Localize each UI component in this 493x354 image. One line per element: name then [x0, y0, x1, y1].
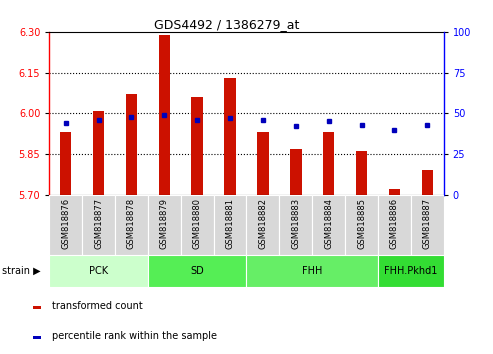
- FancyBboxPatch shape: [312, 195, 345, 255]
- Text: GSM818879: GSM818879: [160, 198, 169, 249]
- FancyBboxPatch shape: [246, 255, 378, 287]
- Bar: [290, 149, 302, 195]
- FancyBboxPatch shape: [411, 195, 444, 255]
- Text: GSM818881: GSM818881: [226, 198, 235, 249]
- Bar: [93, 110, 105, 195]
- FancyBboxPatch shape: [280, 195, 312, 255]
- Bar: [422, 170, 433, 195]
- Bar: [60, 132, 71, 195]
- Text: GSM818880: GSM818880: [193, 198, 202, 249]
- Text: FHH: FHH: [302, 266, 322, 276]
- Bar: [126, 94, 137, 195]
- Text: percentile rank within the sample: percentile rank within the sample: [52, 331, 217, 341]
- Bar: [159, 35, 170, 195]
- FancyBboxPatch shape: [82, 195, 115, 255]
- Text: PCK: PCK: [89, 266, 108, 276]
- Text: GSM818884: GSM818884: [324, 198, 333, 249]
- Text: GSM818887: GSM818887: [423, 198, 432, 249]
- FancyBboxPatch shape: [181, 195, 213, 255]
- Text: GSM818877: GSM818877: [94, 198, 103, 249]
- Text: SD: SD: [190, 266, 204, 276]
- Text: FHH.Pkhd1: FHH.Pkhd1: [384, 266, 437, 276]
- Bar: [224, 78, 236, 195]
- Text: GSM818876: GSM818876: [61, 198, 70, 249]
- Text: GSM818878: GSM818878: [127, 198, 136, 249]
- FancyBboxPatch shape: [345, 195, 378, 255]
- FancyBboxPatch shape: [246, 195, 280, 255]
- FancyBboxPatch shape: [49, 195, 82, 255]
- FancyBboxPatch shape: [148, 255, 246, 287]
- FancyBboxPatch shape: [148, 195, 181, 255]
- Bar: [388, 189, 400, 195]
- Bar: [34, 306, 41, 309]
- Text: transformed count: transformed count: [52, 301, 142, 311]
- Title: GDS4492 / 1386279_at: GDS4492 / 1386279_at: [154, 18, 299, 31]
- Text: GSM818883: GSM818883: [291, 198, 300, 249]
- Bar: [356, 151, 367, 195]
- Bar: [323, 132, 334, 195]
- Text: GSM818882: GSM818882: [258, 198, 267, 249]
- FancyBboxPatch shape: [378, 195, 411, 255]
- FancyBboxPatch shape: [49, 255, 148, 287]
- Text: GSM818885: GSM818885: [357, 198, 366, 249]
- Text: GSM818886: GSM818886: [390, 198, 399, 249]
- Text: strain ▶: strain ▶: [2, 266, 41, 276]
- FancyBboxPatch shape: [213, 195, 246, 255]
- FancyBboxPatch shape: [115, 195, 148, 255]
- Bar: [257, 132, 269, 195]
- Bar: [34, 336, 41, 339]
- Bar: [191, 97, 203, 195]
- FancyBboxPatch shape: [378, 255, 444, 287]
